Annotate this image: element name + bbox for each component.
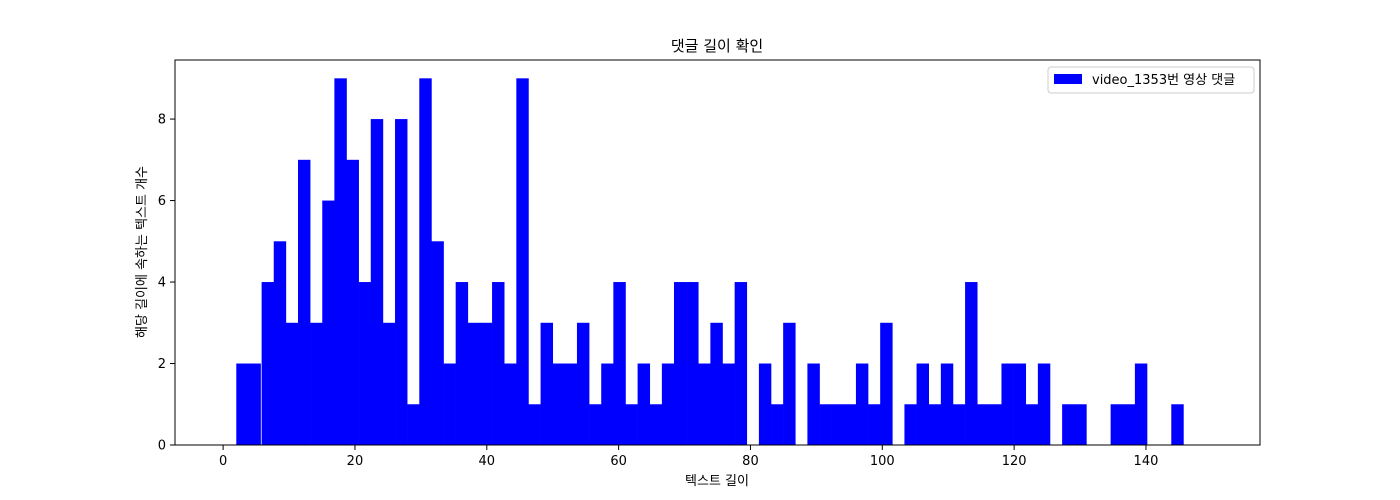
y-tick-label: 6	[158, 194, 166, 209]
x-tick-label: 60	[610, 454, 627, 469]
histogram-bar	[783, 322, 796, 445]
y-axis-label: 해당 길이에 속하는 텍스트 개수	[135, 166, 150, 338]
plot-frame	[174, 59, 1261, 446]
x-tick-label: 20	[347, 454, 364, 469]
x-tick-label: 120	[1002, 454, 1027, 469]
histogram-bar	[613, 282, 626, 445]
x-tick-label: 80	[742, 454, 759, 469]
histogram-bar	[248, 363, 261, 445]
histogram-bar	[831, 404, 845, 445]
y-tick-label: 4	[158, 276, 166, 291]
bars-group	[236, 78, 1184, 445]
histogram-bar	[419, 78, 432, 445]
histogram-bar	[1171, 404, 1184, 445]
histogram-bar	[516, 78, 529, 445]
histogram-bar	[395, 119, 408, 445]
x-tick-label: 0	[219, 454, 227, 469]
histogram-bar	[686, 282, 699, 445]
histogram-bar	[273, 241, 287, 445]
histogram-bar	[965, 282, 978, 445]
legend: video_1353번 영상 댓글	[1047, 66, 1255, 94]
histogram-bar	[382, 322, 396, 445]
chart-title: 댓글 길이 확인	[671, 37, 763, 55]
histogram-bar	[1122, 404, 1136, 445]
histogram-bar	[1013, 363, 1027, 445]
histogram-bar	[564, 363, 578, 445]
histogram-bar	[698, 363, 711, 445]
histogram-bar	[310, 322, 323, 445]
histogram-bar	[552, 363, 566, 445]
histogram-bar	[710, 322, 723, 445]
histogram-bar	[601, 363, 614, 445]
histogram-bar	[455, 282, 469, 445]
histogram-bar	[298, 159, 311, 445]
histogram-bar	[928, 404, 942, 445]
y-tick-label: 2	[158, 357, 166, 372]
histogram-bar	[880, 322, 893, 445]
x-axis-ticks: 0 20 40 60 80 100 120 140	[219, 445, 1158, 469]
histogram-bar	[431, 241, 444, 445]
y-axis-ticks: 0 2 4 6 8	[158, 113, 175, 454]
x-tick-label: 40	[479, 454, 496, 469]
histogram-bar	[625, 404, 638, 445]
histogram-bar	[334, 78, 347, 445]
histogram-bar	[467, 322, 481, 445]
x-axis-label: 텍스트 길이	[685, 474, 749, 489]
histogram-bar	[346, 159, 359, 445]
x-tick-label: 140	[1134, 454, 1159, 469]
histogram-bar	[443, 363, 456, 445]
histogram-bar	[1110, 404, 1124, 445]
histogram-bar	[576, 322, 590, 445]
histogram-bar	[492, 282, 505, 445]
legend-swatch	[1054, 74, 1082, 84]
histogram-bar	[673, 282, 687, 445]
histogram-bar	[989, 404, 1002, 445]
histogram-bar	[322, 200, 335, 445]
legend-label: video_1353번 영상 댓글	[1092, 73, 1235, 88]
histogram-bar	[407, 404, 420, 445]
legend-frame	[1047, 66, 1255, 94]
y-tick-label: 0	[158, 439, 166, 454]
histogram-bar	[771, 404, 784, 445]
histogram-bar	[734, 282, 748, 445]
histogram-bar	[285, 322, 299, 445]
histogram-bar	[758, 363, 772, 445]
histogram-bar	[940, 363, 954, 445]
histogram-bar	[868, 404, 881, 445]
histogram-bar	[819, 404, 832, 445]
histogram-bar	[1001, 363, 1014, 445]
histogram-bar	[370, 119, 384, 445]
histogram-bar	[843, 404, 857, 445]
histogram-bar	[1074, 404, 1087, 445]
histogram-bar	[236, 363, 249, 445]
y-tick-label: 8	[158, 113, 166, 128]
histogram-bar	[952, 404, 966, 445]
histogram-bar	[1062, 404, 1075, 445]
histogram-bar	[855, 363, 869, 445]
histogram-bar	[589, 404, 602, 445]
histogram-bar	[528, 404, 541, 445]
histogram-bar	[807, 363, 820, 445]
histogram-bar	[637, 363, 651, 445]
x-tick-label: 100	[870, 454, 895, 469]
histogram-bar	[358, 282, 372, 445]
histogram-bar	[904, 404, 917, 445]
histogram-bar	[661, 363, 675, 445]
histogram-bar	[1037, 363, 1051, 445]
histogram-bar	[722, 363, 735, 445]
histogram-bar	[916, 363, 929, 445]
histogram-bar	[261, 282, 275, 445]
histogram-bar	[504, 363, 517, 445]
histogram-bar	[977, 404, 990, 445]
histogram-bar	[1134, 363, 1148, 445]
histogram-bar	[540, 322, 554, 445]
histogram-bar	[649, 404, 663, 445]
histogram-bar	[479, 322, 493, 445]
histogram-bar	[1025, 404, 1039, 445]
